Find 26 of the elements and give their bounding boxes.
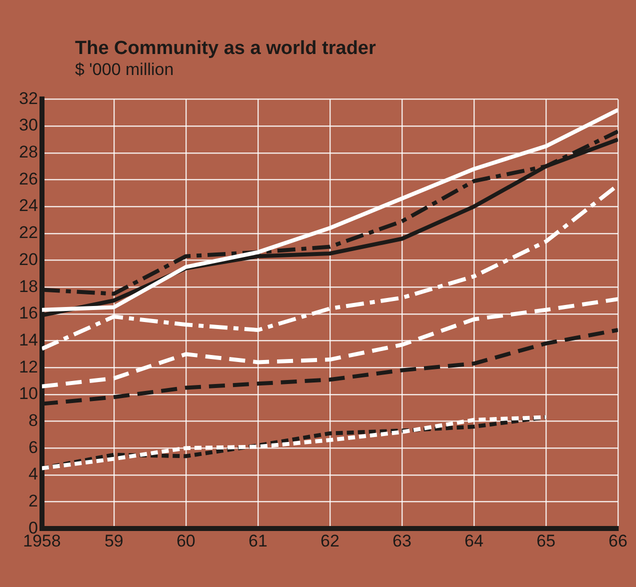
x-tick-label: 59 [104, 531, 124, 550]
y-tick-label: 14 [18, 330, 38, 350]
y-tick-label: 30 [18, 116, 38, 135]
x-tick-label: 65 [536, 531, 556, 550]
y-tick-label: 8 [28, 410, 38, 430]
y-tick-label: 32 [18, 88, 38, 108]
x-tick-label: 62 [320, 531, 340, 550]
y-tick-label: 2 [28, 491, 38, 510]
chart-subtitle: $ '000 million [75, 60, 174, 80]
y-tick-label: 22 [18, 223, 38, 242]
y-tick-label: 20 [18, 250, 38, 269]
x-tick-label: 60 [176, 531, 196, 550]
x-tick-label: 61 [248, 531, 268, 550]
y-tick-label: 28 [18, 142, 38, 162]
y-tick-label: 24 [18, 196, 38, 216]
x-tick-label: 63 [392, 531, 412, 550]
y-tick-label: 4 [28, 464, 38, 484]
x-tick-label: 64 [464, 531, 484, 550]
y-tick-label: 18 [18, 276, 38, 296]
y-tick-label: 12 [18, 357, 38, 376]
y-tick-label: 26 [18, 169, 38, 188]
y-tick-label: 16 [18, 304, 38, 323]
chart-title: The Community as a world trader [75, 38, 376, 60]
x-tick-label: 66 [608, 531, 628, 550]
y-tick-label: 10 [18, 384, 38, 404]
y-tick-label: 6 [28, 438, 38, 457]
